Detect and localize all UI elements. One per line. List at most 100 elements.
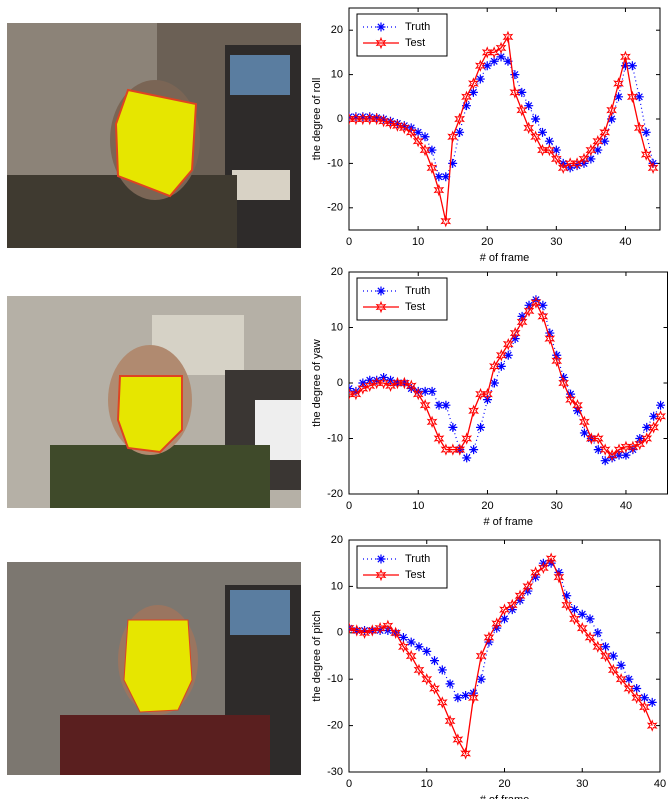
- point: [593, 445, 603, 455]
- point: [452, 733, 464, 746]
- point: [623, 682, 635, 695]
- point: [627, 61, 637, 71]
- point: [601, 642, 611, 652]
- point: [427, 386, 437, 396]
- point: [414, 642, 424, 652]
- point: [578, 152, 590, 166]
- point: [641, 432, 653, 445]
- point: [561, 598, 573, 612]
- x-tick-label: 40: [620, 500, 632, 512]
- point: [378, 376, 389, 390]
- x-tick-label: 20: [481, 500, 493, 512]
- point: [429, 682, 440, 695]
- point: [482, 61, 492, 71]
- legend-marker: [376, 554, 386, 564]
- point: [584, 631, 596, 644]
- point: [460, 747, 471, 760]
- point: [639, 693, 649, 703]
- point: [476, 674, 486, 684]
- point: [530, 296, 542, 309]
- point: [489, 360, 500, 373]
- point: [374, 621, 386, 635]
- legend-marker: [375, 36, 387, 50]
- legend-label: Truth: [405, 21, 430, 33]
- y-tick-label: -10: [327, 673, 343, 685]
- point: [405, 649, 417, 663]
- point: [572, 398, 583, 412]
- point: [524, 101, 534, 111]
- point: [392, 119, 403, 132]
- point: [468, 87, 478, 97]
- point: [615, 672, 627, 686]
- x-tick-label: 30: [551, 500, 563, 512]
- point: [633, 121, 645, 135]
- point: [634, 92, 644, 102]
- point: [385, 117, 396, 130]
- point: [545, 552, 557, 565]
- point: [626, 90, 638, 104]
- point: [613, 77, 624, 90]
- legend-box: [356, 277, 448, 321]
- legend-label: Test: [405, 301, 425, 313]
- point: [647, 697, 657, 707]
- point: [576, 621, 588, 635]
- point: [516, 103, 528, 117]
- x-axis-label: # of frame: [480, 794, 530, 799]
- point: [502, 337, 514, 351]
- point: [632, 683, 642, 693]
- point: [558, 376, 570, 390]
- y-tick-label: -10: [327, 432, 343, 444]
- x-axis-label: # of frame: [483, 516, 533, 528]
- y-tick-label: 20: [331, 266, 343, 278]
- y-tick-label: 0: [337, 377, 343, 389]
- x-tick-label: 10: [412, 500, 424, 512]
- x-tick-label: 0: [346, 778, 352, 790]
- point: [655, 410, 666, 423]
- point: [656, 400, 666, 410]
- point: [398, 121, 410, 135]
- point: [413, 127, 423, 137]
- point: [427, 145, 437, 155]
- point: [522, 580, 534, 593]
- point: [445, 679, 455, 689]
- point: [375, 625, 385, 635]
- point: [642, 422, 652, 432]
- point: [359, 626, 370, 640]
- point: [592, 640, 604, 653]
- point: [607, 114, 617, 124]
- point: [420, 132, 430, 142]
- point: [405, 126, 417, 139]
- point: [420, 386, 430, 396]
- point: [509, 86, 521, 99]
- point: [398, 632, 408, 642]
- point: [475, 649, 487, 663]
- point: [426, 161, 438, 175]
- point: [579, 415, 590, 429]
- series-line: [349, 557, 653, 756]
- point: [620, 50, 631, 64]
- point: [631, 691, 643, 704]
- y-tick-label: 10: [331, 580, 343, 592]
- point: [482, 387, 493, 401]
- point: [641, 127, 651, 137]
- point: [461, 690, 471, 700]
- point: [382, 619, 394, 633]
- point: [461, 101, 471, 111]
- point: [634, 437, 646, 451]
- photo-1: [7, 23, 301, 248]
- point: [441, 400, 451, 410]
- point: [600, 136, 610, 146]
- point: [592, 432, 604, 445]
- point: [517, 87, 527, 97]
- point: [399, 121, 409, 131]
- point: [585, 143, 597, 157]
- point: [544, 143, 555, 157]
- legend: Truth Test: [356, 545, 448, 589]
- line-chart: -30 -20 -10 0 10 20 0 10 20 30 40 # of frame the deg…: [311, 534, 666, 799]
- point: [562, 591, 572, 601]
- point: [502, 30, 514, 44]
- point: [371, 112, 383, 126]
- x-tick-label: 30: [576, 778, 588, 790]
